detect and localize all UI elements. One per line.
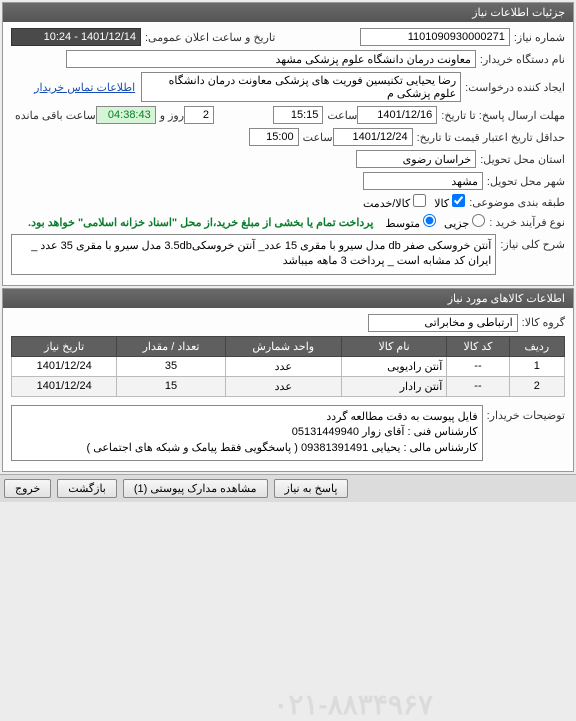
panel1-body: شماره نیاز: 1101090930000271 تاریخ و ساع… [3,22,573,285]
process-low-radio[interactable] [472,214,485,227]
footer-toolbar: پاسخ به نیاز مشاهده مدارک پیوستی (1) باز… [0,474,576,502]
city-value: مشهد [363,172,483,190]
deadline-label: مهلت ارسال پاسخ: تا تاریخ: [441,109,565,122]
buyer-value: معاونت درمان دانشگاه علوم پزشکی مشهد [66,50,476,68]
process-mid-radio[interactable] [423,214,436,227]
time-remaining: 04:38:43 [96,106,156,124]
buyer-contact-link[interactable]: اطلاعات تماس خریدار [34,81,135,94]
province-value: خراسان رضوی [356,150,476,168]
city-label: شهر محل تحویل: [487,175,565,188]
process-low-option[interactable]: جزیی [444,214,485,230]
table-row[interactable]: 2 -- آنتن رادار عدد 15 1401/12/24 [12,376,565,396]
validity-time-label: ساعت [303,131,333,144]
notes-label: توضیحات خریدار: [487,409,565,422]
exit-button[interactable]: خروج [4,479,51,498]
process-label: نوع فرآیند خرید : [489,216,565,229]
creator-value: رضا یحیایی تکنیسین فوریت های پزشکی معاون… [141,72,461,102]
need-no-label: شماره نیاز: [514,31,565,44]
days-label: روز و [160,109,184,122]
buyer-label: نام دستگاه خریدار: [480,53,565,66]
validity-time: 15:00 [249,128,299,146]
remain-label: ساعت باقی مانده [15,109,96,122]
reply-button[interactable]: پاسخ به نیاز [274,479,349,498]
buyer-notes: فایل پیوست به دقت مطالعه گردد کارشناس فن… [11,405,483,461]
validity-date: 1401/12/24 [333,128,413,146]
panel2-body: گروه کالا: ارتباطی و مخابراتی ردیف کد کا… [3,308,573,471]
col-unit: واحد شمارش [225,336,341,356]
goods-table: ردیف کد کالا نام کالا واحد شمارش تعداد /… [11,336,565,397]
need-details-panel: جزئیات اطلاعات نیاز شماره نیاز: 11010909… [2,2,574,286]
col-row: ردیف [509,336,564,356]
group-value: ارتباطی و مخابراتی [368,314,518,332]
class-label: طبقه بندی موضوعی: [469,196,565,209]
need-description: آنتن خروسکی صفر db مدل سیرو با مقری 15 ع… [11,234,496,275]
deadline-time-label: ساعت [327,109,357,122]
watermark: ۰۲۱-۸۸۳۴۹۶۷ [273,688,433,721]
col-name: نام کالا [341,336,446,356]
announce-value: 1401/12/14 - 10:24 [11,28,141,46]
col-date: تاریخ نیاز [12,336,117,356]
panel2-header: اطلاعات کالاهای مورد نیاز [3,289,573,308]
need-no-value: 1101090930000271 [360,28,510,46]
class-service-option[interactable]: کالا/خدمت [363,194,426,210]
group-label: گروه کالا: [522,316,565,329]
panel1-header: جزئیات اطلاعات نیاز [3,3,573,22]
goods-info-panel: اطلاعات کالاهای مورد نیاز گروه کالا: ارت… [2,288,574,472]
announce-label: تاریخ و ساعت اعلان عمومی: [145,31,275,44]
class-goods-checkbox[interactable] [452,194,465,207]
deadline-date: 1401/12/16 [357,106,437,124]
back-button[interactable]: بازگشت [57,479,117,498]
col-qty: تعداد / مقدار [117,336,225,356]
table-row[interactable]: 1 -- آنتن رادیویی عدد 35 1401/12/24 [12,356,565,376]
days-remaining: 2 [184,106,214,124]
class-service-checkbox[interactable] [413,194,426,207]
creator-label: ایجاد کننده درخواست: [465,81,565,94]
validity-label: حداقل تاریخ اعتبار قیمت تا تاریخ: [417,131,565,144]
view-attachments-button[interactable]: مشاهده مدارک پیوستی (1) [123,479,268,498]
payment-note: پرداخت تمام یا بخشی از مبلغ خرید،از محل … [28,216,373,229]
province-label: استان محل تحویل: [480,153,565,166]
class-goods-option[interactable]: کالا [434,194,465,210]
col-code: کد کالا [447,336,509,356]
desc-label: شرح کلی نیاز: [500,238,565,251]
process-mid-option[interactable]: متوسط [385,214,436,230]
deadline-time: 15:15 [273,106,323,124]
